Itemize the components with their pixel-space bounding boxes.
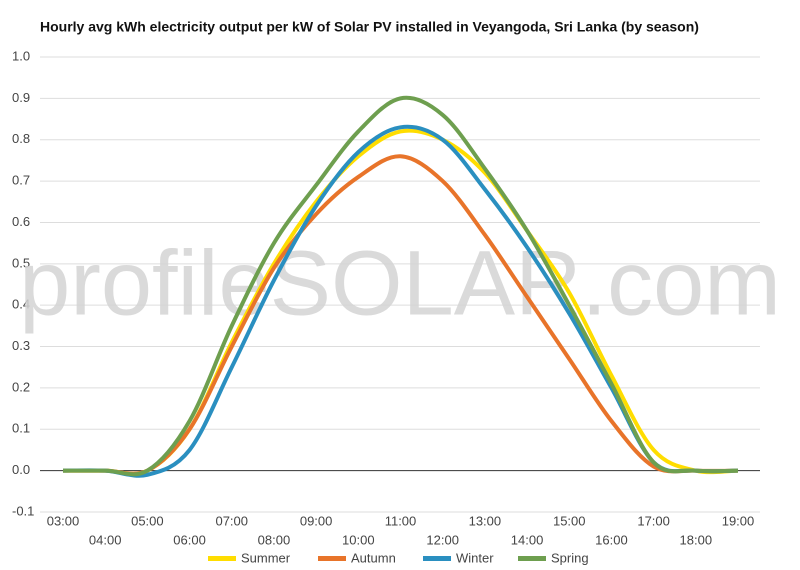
y-tick-label: -0.1 bbox=[12, 503, 34, 518]
legend-swatch bbox=[518, 556, 546, 561]
legend-label: Summer bbox=[241, 550, 291, 565]
y-tick-label: 0.0 bbox=[12, 462, 30, 477]
x-tick-label: 15:00 bbox=[553, 513, 586, 528]
x-tick-label: 10:00 bbox=[342, 532, 375, 547]
y-tick-label: 0.1 bbox=[12, 421, 30, 436]
y-tick-label: 1.0 bbox=[12, 48, 30, 63]
series-line bbox=[62, 154, 739, 476]
y-tick-label: 0.6 bbox=[12, 214, 30, 229]
y-tick-label: 0.9 bbox=[12, 90, 30, 105]
x-tick-label: 12:00 bbox=[426, 532, 459, 547]
x-tick-label: 05:00 bbox=[131, 513, 164, 528]
x-tick-label: 09:00 bbox=[300, 513, 333, 528]
series-line bbox=[62, 95, 739, 477]
y-tick-label: 0.8 bbox=[12, 131, 30, 146]
y-tick-label: 0.7 bbox=[12, 173, 30, 188]
y-tick-label: 0.2 bbox=[12, 379, 30, 394]
y-tick-label: 0.4 bbox=[12, 297, 30, 312]
legend-swatch bbox=[208, 556, 236, 561]
legend-swatch bbox=[318, 556, 346, 561]
x-tick-label: 17:00 bbox=[637, 513, 670, 528]
x-tick-label: 14:00 bbox=[511, 532, 544, 547]
watermark: profileSOLAR.com bbox=[19, 232, 781, 334]
y-tick-label: 0.3 bbox=[12, 338, 30, 353]
legend-label: Autumn bbox=[351, 550, 396, 565]
legend-label: Spring bbox=[551, 550, 589, 565]
x-tick-label: 16:00 bbox=[595, 532, 628, 547]
chart-title: Hourly avg kWh electricity output per kW… bbox=[40, 19, 699, 35]
x-tick-label: 18:00 bbox=[680, 532, 713, 547]
x-tick-label: 08:00 bbox=[258, 532, 291, 547]
x-tick-label: 03:00 bbox=[47, 513, 80, 528]
legend-swatch bbox=[423, 556, 451, 561]
legend-label: Winter bbox=[456, 550, 494, 565]
y-tick-label: 0.5 bbox=[12, 255, 30, 270]
x-tick-label: 04:00 bbox=[89, 532, 122, 547]
x-tick-label: 07:00 bbox=[215, 513, 248, 528]
x-tick-label: 13:00 bbox=[469, 513, 502, 528]
x-tick-label: 11:00 bbox=[385, 513, 417, 528]
x-tick-label: 19:00 bbox=[722, 513, 755, 528]
x-tick-label: 06:00 bbox=[173, 532, 206, 547]
